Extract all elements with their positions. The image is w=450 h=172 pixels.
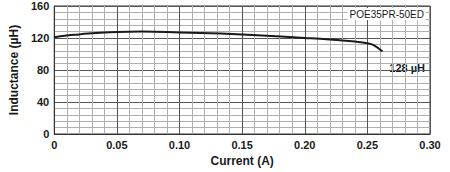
svg-text:POE35PR-50ED: POE35PR-50ED bbox=[350, 9, 424, 20]
svg-text:128 µH: 128 µH bbox=[389, 61, 425, 74]
svg-text:0: 0 bbox=[51, 139, 57, 151]
svg-text:40: 40 bbox=[37, 96, 49, 108]
svg-text:0.05: 0.05 bbox=[106, 139, 127, 151]
svg-text:0.25: 0.25 bbox=[357, 139, 378, 151]
svg-text:80: 80 bbox=[37, 64, 49, 76]
svg-text:0.30: 0.30 bbox=[419, 139, 440, 151]
svg-text:0: 0 bbox=[43, 128, 49, 140]
svg-text:160: 160 bbox=[31, 0, 49, 12]
svg-text:0.20: 0.20 bbox=[294, 139, 315, 151]
svg-text:0.15: 0.15 bbox=[231, 139, 252, 151]
svg-text:0.10: 0.10 bbox=[169, 139, 190, 151]
svg-text:120: 120 bbox=[31, 32, 49, 44]
svg-text:Inductance (µH): Inductance (µH) bbox=[7, 25, 21, 115]
svg-text:Current (A): Current (A) bbox=[210, 154, 273, 168]
